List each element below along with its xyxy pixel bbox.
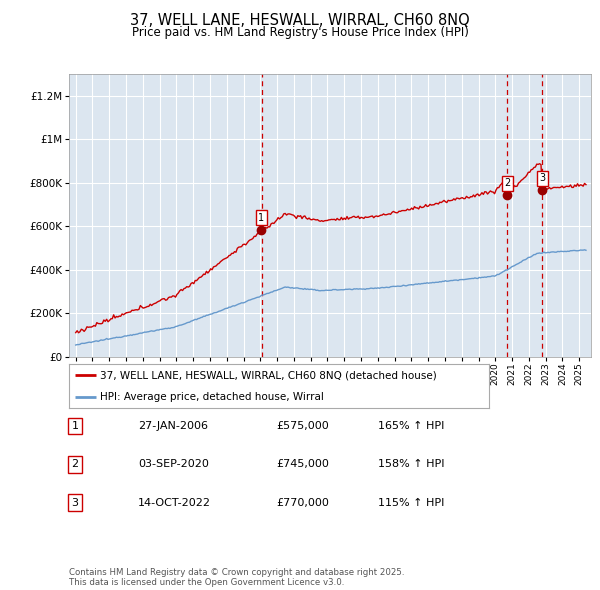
- Text: £575,000: £575,000: [276, 421, 329, 431]
- Text: £745,000: £745,000: [276, 460, 329, 469]
- Text: 3: 3: [71, 498, 79, 507]
- Text: 1: 1: [258, 213, 265, 222]
- Text: 2: 2: [71, 460, 79, 469]
- Text: 3: 3: [539, 173, 545, 183]
- Text: 158% ↑ HPI: 158% ↑ HPI: [378, 460, 445, 469]
- Text: 37, WELL LANE, HESWALL, WIRRAL, CH60 8NQ (detached house): 37, WELL LANE, HESWALL, WIRRAL, CH60 8NQ…: [101, 370, 437, 380]
- Text: £770,000: £770,000: [276, 498, 329, 507]
- Text: 14-OCT-2022: 14-OCT-2022: [138, 498, 211, 507]
- Text: 165% ↑ HPI: 165% ↑ HPI: [378, 421, 445, 431]
- Text: 2: 2: [504, 178, 511, 188]
- Text: 1: 1: [71, 421, 79, 431]
- Text: 27-JAN-2006: 27-JAN-2006: [138, 421, 208, 431]
- Text: Price paid vs. HM Land Registry's House Price Index (HPI): Price paid vs. HM Land Registry's House …: [131, 26, 469, 39]
- Text: HPI: Average price, detached house, Wirral: HPI: Average price, detached house, Wirr…: [101, 392, 325, 402]
- Text: 37, WELL LANE, HESWALL, WIRRAL, CH60 8NQ: 37, WELL LANE, HESWALL, WIRRAL, CH60 8NQ: [130, 13, 470, 28]
- Text: 03-SEP-2020: 03-SEP-2020: [138, 460, 209, 469]
- Text: Contains HM Land Registry data © Crown copyright and database right 2025.
This d: Contains HM Land Registry data © Crown c…: [69, 568, 404, 587]
- Text: 115% ↑ HPI: 115% ↑ HPI: [378, 498, 445, 507]
